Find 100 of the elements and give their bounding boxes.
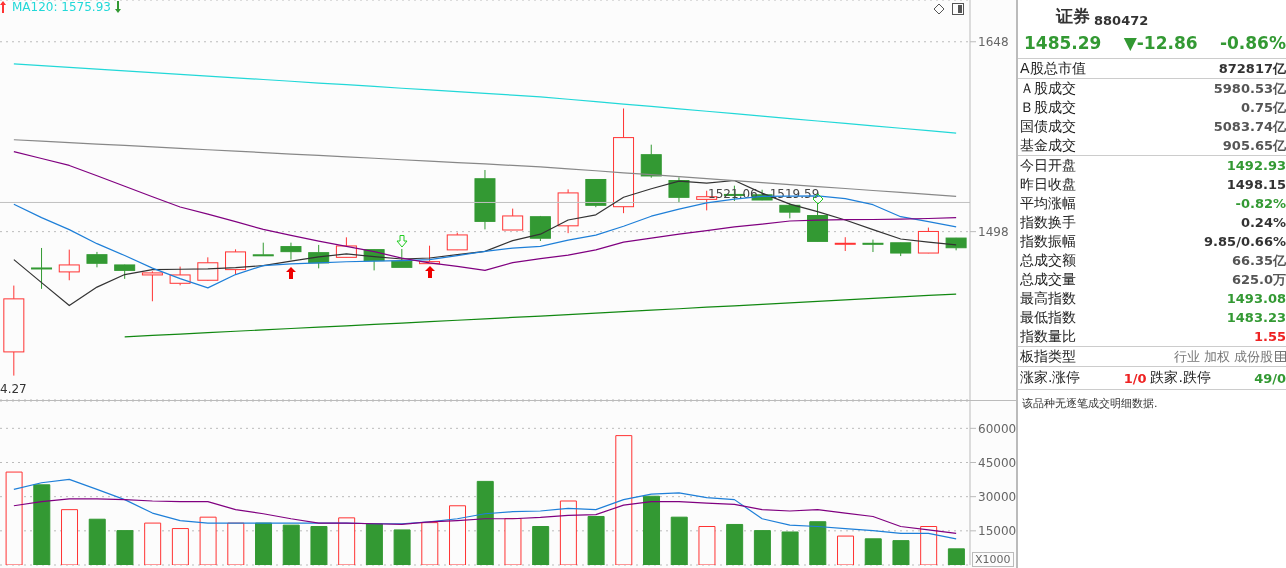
bar — [144, 522, 162, 565]
bar — [809, 521, 827, 565]
text: 5083.74亿 — [1213, 117, 1286, 136]
bar — [947, 548, 965, 565]
text: 5980.53亿 — [1213, 79, 1286, 98]
text: 872817亿 — [1218, 59, 1286, 78]
bar — [338, 517, 356, 565]
y-tick-label: 30000 — [978, 489, 1017, 504]
bar — [698, 526, 716, 565]
text: 1/0 — [1123, 370, 1147, 386]
bar — [864, 538, 882, 565]
text: 指数振幅 — [1020, 232, 1076, 251]
bar — [33, 484, 51, 565]
text: 国债成交 — [1020, 117, 1076, 136]
bar — [116, 530, 134, 565]
text: ▼-12.86 — [1123, 33, 1198, 53]
text: 证券 — [1056, 5, 1090, 28]
bar — [88, 518, 106, 565]
y-tick-label: 45000 — [978, 455, 1017, 470]
bar — [726, 523, 744, 565]
bar — [255, 522, 273, 565]
candlestick — [474, 169, 496, 230]
text: 最高指数 — [1020, 289, 1076, 308]
bar — [892, 540, 910, 565]
bar — [171, 528, 189, 565]
text: 0.24% — [1240, 215, 1286, 230]
text: 625.0万 — [1231, 270, 1286, 289]
line-series — [13, 478, 957, 540]
candlestick — [862, 239, 884, 253]
bar — [615, 435, 633, 565]
text: 9.85/0.66% — [1204, 234, 1286, 249]
bar — [449, 505, 467, 565]
bar — [920, 526, 938, 565]
bar — [587, 515, 605, 565]
text: 指数换手 — [1020, 213, 1076, 232]
bar — [365, 523, 383, 565]
bar — [532, 526, 550, 565]
text: 总成交量 — [1020, 270, 1076, 289]
line-series — [13, 151, 957, 271]
text: X1000 — [972, 552, 1014, 567]
text: 该品种无逐笔成交明细数据. — [1021, 396, 1159, 412]
text: 指数量比 — [1020, 327, 1076, 346]
y-tick-label: 60000 — [978, 421, 1017, 436]
text: 1492.93 — [1226, 158, 1286, 173]
text: 1483.23 — [1226, 310, 1286, 325]
line-series — [124, 293, 957, 338]
text: 板指类型 — [1020, 347, 1076, 366]
bar — [781, 531, 799, 565]
bar — [5, 471, 23, 565]
y-tick-label: 1498 — [978, 224, 1009, 239]
bar — [559, 500, 577, 565]
text: 1.55 — [1253, 329, 1286, 344]
y-tick-label: 15000 — [978, 524, 1017, 539]
text: 总成交额 — [1020, 251, 1076, 270]
bar — [643, 495, 661, 565]
line-series — [13, 139, 957, 197]
bar — [199, 516, 217, 565]
candlestick — [557, 188, 579, 234]
line-series — [13, 498, 957, 534]
text: 最低指数 — [1020, 308, 1076, 327]
bar — [393, 529, 411, 565]
bar — [670, 516, 688, 565]
bar — [421, 522, 439, 565]
text: 1498.15 — [1226, 177, 1286, 192]
candlestick — [3, 285, 25, 377]
text: 66.35亿 — [1231, 251, 1286, 270]
text: 平均涨幅 — [1020, 194, 1076, 213]
text: 49/0 — [1254, 370, 1286, 386]
bar — [476, 480, 494, 565]
line-series — [13, 63, 957, 134]
bar — [753, 530, 771, 565]
text: 1485.29 — [1024, 33, 1102, 53]
candlestick — [31, 247, 53, 290]
bar — [310, 526, 328, 565]
y-tick-label: 1648 — [978, 35, 1009, 50]
bar — [837, 535, 855, 565]
text: 今日开盘 — [1020, 156, 1076, 175]
text: 880472 — [1094, 13, 1149, 28]
text: Ｂ股成交 — [1020, 98, 1076, 117]
text: 昨日收盘 — [1020, 175, 1076, 194]
line-series — [13, 179, 957, 307]
text: -0.86% — [1219, 33, 1286, 53]
bar — [61, 509, 79, 565]
text: MA120: 1575.93 — [12, 0, 111, 14]
text: 基金成交 — [1020, 136, 1076, 155]
text: A股总市值 — [1020, 59, 1086, 78]
bar — [282, 524, 300, 565]
candlestick — [613, 107, 635, 214]
text: Ａ股成交 — [1020, 79, 1076, 98]
text: 涨家.涨停 — [1020, 369, 1082, 387]
bar — [227, 522, 245, 565]
candlestick — [86, 251, 108, 268]
text: 905.65亿 — [1222, 136, 1286, 155]
text: 行业 加权 成份股 — [1173, 347, 1273, 366]
candlestick — [280, 242, 302, 261]
annotation: 4.27 — [0, 381, 27, 396]
text: 1493.08 — [1226, 291, 1286, 306]
text: 0.75亿 — [1240, 98, 1286, 117]
bar — [504, 518, 522, 565]
text: 跌家.跌停 — [1150, 369, 1212, 387]
